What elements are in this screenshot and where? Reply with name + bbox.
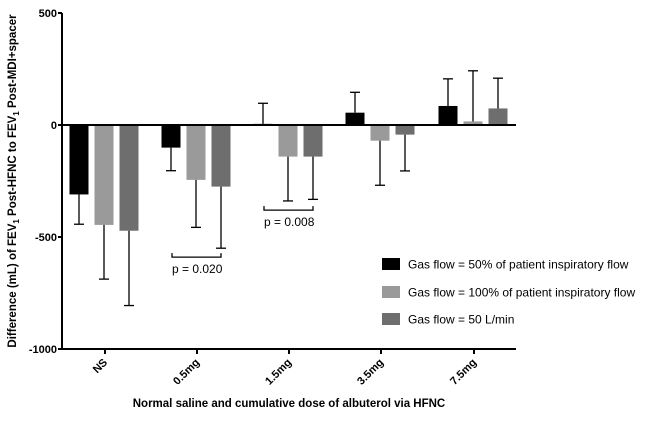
bar-2-1 bbox=[211, 125, 231, 187]
x-tick-label: 7.5mg bbox=[448, 357, 479, 388]
bar-1-2 bbox=[278, 125, 298, 157]
bar-1-0 bbox=[94, 125, 114, 225]
legend-swatch bbox=[382, 313, 400, 325]
bar-2-3 bbox=[395, 125, 415, 135]
bars-layer bbox=[69, 70, 508, 307]
x-tick-label: NS bbox=[91, 357, 110, 376]
y-label-part: Difference (mL) of FEV bbox=[7, 223, 19, 347]
legend-label: Gas flow = 50 L/min bbox=[408, 313, 514, 327]
y-label-part: 1 bbox=[12, 111, 21, 116]
bar-0-4 bbox=[438, 105, 458, 125]
p-value-label: p = 0.020 bbox=[172, 262, 223, 276]
x-axis-title: Normal saline and cumulative dose of alb… bbox=[133, 398, 446, 410]
x-tick-label: 0.5mg bbox=[171, 357, 202, 388]
bar-0-0 bbox=[69, 125, 89, 195]
y-tick-label: -1000 bbox=[29, 344, 57, 356]
x-tick-label: 3.5mg bbox=[355, 357, 386, 388]
bar-0-1 bbox=[161, 125, 181, 148]
legend-label: Gas flow = 100% of patient inspiratory f… bbox=[408, 286, 635, 300]
legend-swatch bbox=[382, 258, 400, 270]
bar-2-0 bbox=[119, 125, 139, 231]
bar-2-4 bbox=[488, 108, 508, 125]
y-tick-label: -500 bbox=[35, 232, 57, 244]
y-label-part: Post-HFNC to FEV bbox=[7, 115, 19, 219]
legend: Gas flow = 50% of patient inspiratory fl… bbox=[382, 258, 635, 327]
bar-1-4 bbox=[463, 121, 483, 125]
bar-1-3 bbox=[370, 125, 390, 141]
bar-2-2 bbox=[303, 125, 323, 157]
legend-swatch bbox=[382, 286, 400, 298]
significance-bracket bbox=[171, 253, 222, 258]
y-label-part: 1 bbox=[12, 219, 21, 224]
y-axis-title: Difference (mL) of FEV1 Post-HFNC to FEV… bbox=[7, 14, 21, 348]
bar-1-1 bbox=[186, 125, 206, 180]
x-tick-label: 1.5mg bbox=[263, 357, 294, 388]
p-value-label: p = 0.008 bbox=[264, 215, 315, 229]
y-label-part: Post-MDI+spacer bbox=[7, 14, 19, 111]
y-tick-label: 500 bbox=[39, 8, 57, 20]
significance-bracket bbox=[263, 206, 314, 211]
y-tick-label: 0 bbox=[51, 120, 57, 132]
legend-label: Gas flow = 50% of patient inspiratory fl… bbox=[408, 258, 629, 272]
bar-0-3 bbox=[345, 112, 365, 125]
